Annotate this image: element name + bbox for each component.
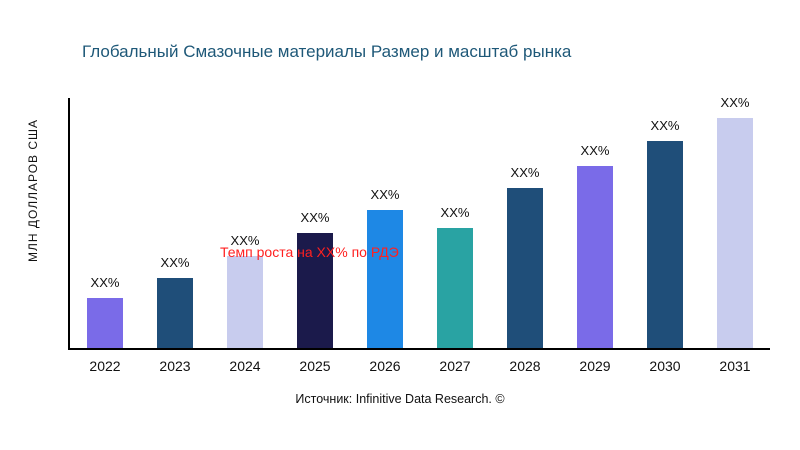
bar-data-label: XX% bbox=[580, 143, 610, 158]
bar-group: XX% 2027 bbox=[420, 98, 490, 374]
bars: XX% 2022 XX% 2023 XX% 2024 XX% 2025 XX% 2026 XX% 20… bbox=[70, 95, 770, 374]
bar-data-label: XX% bbox=[160, 255, 190, 270]
chart-title: Глобальный Смазочные материалы Размер и … bbox=[82, 42, 572, 61]
bar-group: XX% 2028 bbox=[490, 98, 560, 374]
bar-data-label: XX% bbox=[510, 165, 540, 180]
growth-rate-annotation: Темп роста на XX% по РДЭ bbox=[220, 244, 399, 260]
x-tick-label: 2026 bbox=[369, 358, 401, 374]
bar-data-label: XX% bbox=[370, 187, 400, 202]
bar-data-label: XX% bbox=[440, 205, 470, 220]
x-tick-label: 2022 bbox=[89, 358, 121, 374]
bar-group: XX% 2026 bbox=[350, 98, 420, 374]
x-tick-label: 2024 bbox=[229, 358, 261, 374]
x-tick-label: 2029 bbox=[579, 358, 611, 374]
bar-2025 bbox=[297, 233, 333, 348]
bar-data-label: XX% bbox=[650, 118, 680, 133]
bar-2022 bbox=[87, 298, 123, 348]
bar-group: XX% 2030 bbox=[630, 98, 700, 374]
x-tick-label: 2028 bbox=[509, 358, 541, 374]
bar-group: XX% 2029 bbox=[560, 98, 630, 374]
bar-2030 bbox=[647, 141, 683, 348]
bar-2031 bbox=[717, 118, 753, 348]
bar-2023 bbox=[157, 278, 193, 348]
bar-group: XX% 2024 bbox=[210, 98, 280, 374]
plot-area: XX% 2022 XX% 2023 XX% 2024 XX% 2025 XX% 2026 XX% 20… bbox=[68, 95, 770, 374]
x-tick-label: 2025 bbox=[299, 358, 331, 374]
bar-2024 bbox=[227, 256, 263, 348]
bar-data-label: XX% bbox=[300, 210, 330, 225]
source-attribution: Источник: Infinitive Data Research. © bbox=[295, 392, 505, 406]
bar-group: XX% 2023 bbox=[140, 98, 210, 374]
bar-data-label: XX% bbox=[720, 95, 750, 110]
bar-group: XX% 2025 bbox=[280, 98, 350, 374]
x-tick-label: 2027 bbox=[439, 358, 471, 374]
x-tick-label: 2030 bbox=[649, 358, 681, 374]
y-axis-label: МЛН ДОЛЛАРОВ США bbox=[26, 118, 40, 262]
bar-data-label: XX% bbox=[90, 275, 120, 290]
x-tick-label: 2031 bbox=[719, 358, 751, 374]
bar-group: XX% 2031 bbox=[700, 95, 770, 374]
bar-2027 bbox=[437, 228, 473, 348]
bar-2029 bbox=[577, 166, 613, 348]
bar-data-label: XX% bbox=[230, 233, 260, 248]
bar-2028 bbox=[507, 188, 543, 348]
bar-group: XX% 2022 bbox=[70, 98, 140, 374]
bar-2026 bbox=[367, 210, 403, 348]
x-tick-label: 2023 bbox=[159, 358, 191, 374]
